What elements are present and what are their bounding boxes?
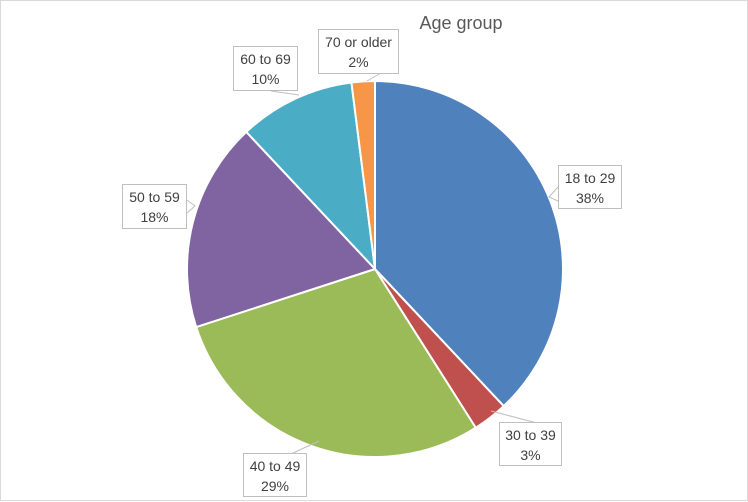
pie-slices	[186, 79, 564, 458]
label-category: 60 to 69	[240, 51, 291, 67]
pie-slice-60-to-69	[245, 81, 376, 270]
data-label-40-to-49: 40 to 49 29%	[243, 453, 307, 497]
leader-line	[366, 72, 382, 82]
label-percent: 29%	[260, 478, 290, 494]
data-label-70-or-older: 70 or older 2%	[318, 29, 399, 74]
label-category: 40 to 49	[249, 458, 301, 474]
leader-line	[290, 440, 320, 455]
pie-slice-50-to-59	[186, 130, 376, 329]
leader-lines	[186, 72, 559, 455]
label-percent: 3%	[520, 447, 541, 463]
leader-line	[548, 186, 559, 202]
data-label-30-to-39: 30 to 39 3%	[499, 422, 562, 466]
leader-line	[186, 199, 196, 214]
pie-slice-18-to-29	[374, 80, 564, 408]
leader-line	[490, 410, 538, 424]
pie-slice-70-or-older	[350, 79, 376, 270]
label-percent: 10%	[251, 71, 280, 87]
leader-line	[270, 90, 300, 96]
chart-title: Age group	[419, 13, 503, 33]
label-percent: 38%	[575, 190, 605, 206]
data-label-18-to-29: 18 to 29 38%	[558, 165, 622, 209]
data-label-50-to-59: 50 to 59 18%	[122, 184, 187, 229]
pie-slice-40-to-49	[195, 268, 477, 458]
label-category: 18 to 29	[564, 170, 616, 186]
data-label-60-to-69: 60 to 69 10%	[233, 46, 298, 91]
label-percent: 18%	[140, 209, 169, 225]
label-percent: 2%	[348, 54, 369, 70]
label-category: 30 to 39	[505, 427, 556, 443]
label-category: 50 to 59	[129, 189, 180, 205]
label-category: 70 or older	[325, 34, 392, 50]
